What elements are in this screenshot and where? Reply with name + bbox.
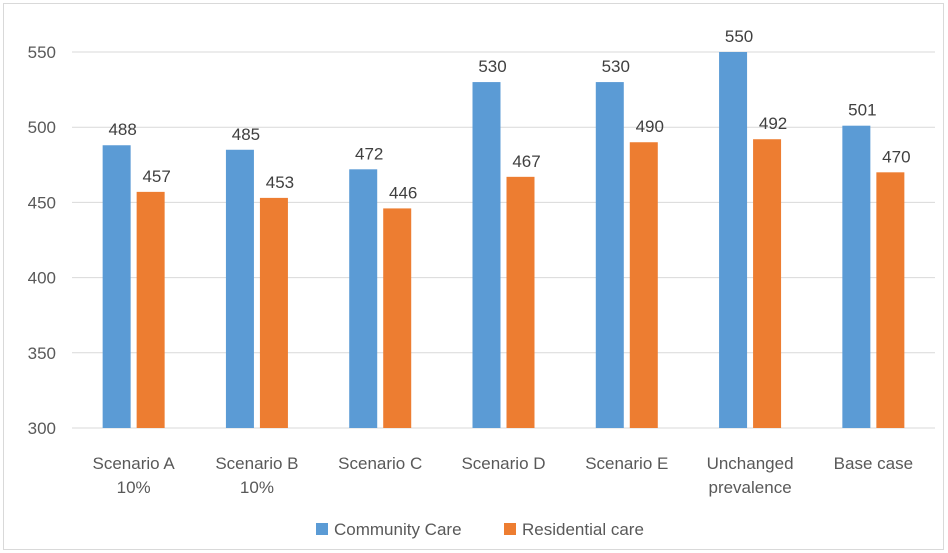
category-label: Base case [834, 454, 913, 473]
bar-residential-care [136, 191, 165, 428]
category-label: Scenario E [585, 454, 668, 473]
data-label: 472 [355, 144, 383, 163]
legend-swatch-residential-care [504, 523, 516, 535]
category-label: prevalence [708, 478, 791, 497]
data-label: 492 [759, 114, 787, 133]
x-axis-categories: Scenario A 10% Scenario B 10% Scenario C Scen… [93, 454, 914, 497]
data-label: 446 [389, 183, 417, 202]
bar-community-care [349, 169, 378, 428]
category-label: Unchanged [707, 454, 794, 473]
gridlines [72, 51, 935, 429]
y-tick-label: 500 [28, 118, 56, 137]
bar-residential-care [753, 139, 782, 428]
legend-swatch-community-care [316, 523, 328, 535]
data-label: 530 [478, 57, 506, 76]
data-label: 550 [725, 27, 753, 46]
bar-community-care [719, 52, 748, 428]
y-tick-label: 300 [28, 419, 56, 438]
bar-community-care [225, 149, 254, 428]
y-axis-ticks: 300 350 400 450 500 550 [28, 43, 56, 438]
bar-residential-care [383, 208, 412, 428]
bar-residential-care [629, 142, 658, 429]
category-label: 10% [117, 478, 151, 497]
bars [102, 52, 905, 429]
bar-residential-care [876, 172, 905, 428]
data-label: 453 [266, 173, 294, 192]
category-label: Scenario C [338, 454, 422, 473]
data-labels: 488 457 485 453 472 446 530 467 530 490 550 492 501 4… [108, 27, 910, 202]
legend: Community Care Residential care [316, 520, 644, 539]
data-label: 457 [142, 167, 170, 186]
bar-community-care [595, 82, 624, 428]
y-tick-label: 400 [28, 269, 56, 288]
y-tick-label: 350 [28, 344, 56, 363]
data-label: 485 [232, 125, 260, 144]
legend-label: Residential care [522, 520, 644, 539]
data-label: 470 [882, 147, 910, 166]
data-label: 501 [848, 101, 876, 120]
bar-residential-care [506, 176, 535, 428]
category-label: Scenario B [215, 454, 298, 473]
bar-residential-care [259, 197, 288, 428]
bar-community-care [472, 82, 501, 428]
data-label: 490 [636, 117, 664, 136]
bar-community-care [102, 145, 131, 429]
category-label: 10% [240, 478, 274, 497]
data-label: 467 [512, 152, 540, 171]
y-tick-label: 450 [28, 193, 56, 212]
category-label: Scenario D [461, 454, 545, 473]
legend-label: Community Care [334, 520, 462, 539]
data-label: 488 [108, 120, 136, 139]
data-label: 530 [602, 57, 630, 76]
category-label: Scenario A [93, 454, 176, 473]
bar-community-care [842, 125, 871, 429]
y-tick-label: 550 [28, 43, 56, 62]
